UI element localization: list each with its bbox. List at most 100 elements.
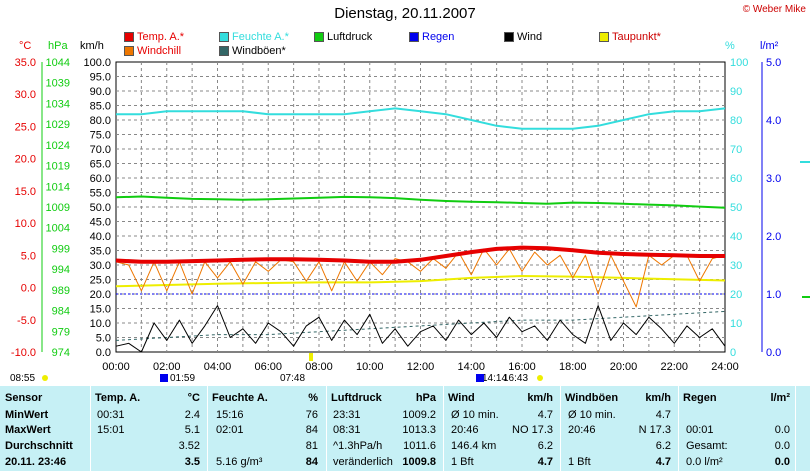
humidity-tick-label: 50 — [730, 202, 742, 214]
stats-column-divider — [678, 386, 679, 471]
wind-tick-label: 15.0 — [90, 304, 111, 316]
legend-item-gusts: Windböen* — [219, 45, 286, 57]
legend-item-rain: Regen — [409, 31, 454, 43]
stats-column-divider — [326, 386, 327, 471]
stats-cell-label: 5.16 g/m³ — [216, 456, 263, 468]
stats-row-label: Durchschnitt — [5, 440, 73, 452]
stats-cell-value: NO 17.3 — [512, 424, 553, 436]
stats-cell-value: 0.0 — [774, 440, 790, 452]
stats-cell-label: 23:31 — [333, 409, 361, 421]
temp-tick-label: 0.0 — [21, 283, 36, 295]
moonrise-time: 07:48 — [280, 373, 305, 384]
stats-cell-value: 4.7 — [537, 456, 553, 468]
stats-cell-value: 0.0 — [774, 424, 790, 436]
stats-cell-label: 1 Bft — [451, 456, 474, 468]
x-tick-label: 18:00 — [559, 361, 587, 373]
wind-tick-label: 45.0 — [90, 217, 111, 229]
wind-tick-label: 70.0 — [90, 144, 111, 156]
legend-swatch — [504, 32, 514, 42]
stats-cell-value: 81 — [305, 440, 318, 452]
stats-column-divider — [443, 386, 444, 471]
stats-cell-value: 4.7 — [537, 409, 553, 421]
legend-swatch — [314, 32, 324, 42]
legend-swatch — [124, 46, 134, 56]
humidity-tick-label: 70 — [730, 144, 742, 156]
stats-header: Wind — [448, 392, 475, 404]
wind-tick-label: 100.0 — [83, 57, 111, 69]
stats-cell-value: 76 — [305, 409, 318, 421]
wind-tick-label: 25.0 — [90, 275, 111, 287]
series-line-temp-a — [115, 245, 725, 264]
rain-tick-label: 1.0 — [766, 289, 781, 301]
stats-header: km/h — [645, 392, 671, 404]
stats-cell-value: 3.5 — [184, 456, 200, 468]
stats-column-divider — [90, 386, 91, 471]
stats-cell-label: 146.4 km — [451, 440, 497, 452]
stats-cell-label: 0.0 l/m² — [686, 456, 723, 468]
rain-tick-label: 3.0 — [766, 173, 781, 185]
pressure-tick-label: 1044 — [46, 57, 70, 69]
wind-tick-label: 65.0 — [90, 159, 111, 171]
stats-header: Regen — [683, 392, 717, 404]
humidity-tick-label: 30 — [730, 260, 742, 272]
series-line-windchill — [115, 248, 726, 308]
legend-swatch — [124, 32, 134, 42]
pressure-tick-label: 1004 — [46, 223, 70, 235]
temp-tick-label: 5.0 — [21, 250, 36, 262]
stats-header: Luftdruck — [331, 392, 382, 404]
stats-cell-label: 00:31 — [97, 409, 125, 421]
wind-tick-label: 10.0 — [90, 318, 111, 330]
stats-cell-value: 6.2 — [655, 440, 671, 452]
pressure-tick-label: 1029 — [46, 119, 70, 131]
stats-header: Windböen — [565, 392, 619, 404]
stats-cell-label: Ø 10 min. — [451, 409, 499, 421]
humidity-tick-label: 80 — [730, 115, 742, 127]
stats-cell-label: 02:01 — [216, 424, 244, 436]
stats-header: l/m² — [770, 392, 790, 404]
stats-cell-label: 20:46 — [568, 424, 596, 436]
temp-tick-label: 30.0 — [15, 89, 36, 101]
stats-cell-value: 4.7 — [655, 409, 671, 421]
legend-item-humidity: Feuchte A.* — [219, 31, 289, 43]
moon-phase-icon — [476, 374, 484, 382]
pressure-tick-label: 974 — [52, 347, 70, 359]
stats-cell-value: 4.7 — [655, 456, 671, 468]
stats-cell-value: 6.2 — [537, 440, 553, 452]
temp-tick-label: -5.0 — [17, 315, 36, 327]
stats-header: Feuchte A. — [212, 392, 268, 404]
temp-tick-label: 15.0 — [15, 186, 36, 198]
sunrise-time: 08:55 — [10, 373, 35, 384]
stats-column-divider — [795, 386, 796, 471]
x-tick-label: 20:00 — [610, 361, 638, 373]
event-time: 14:14 — [482, 373, 507, 384]
stats-cell-value: 0.0 — [774, 456, 790, 468]
sunset-time: 16:43 — [503, 373, 528, 384]
wind-tick-label: 20.0 — [90, 289, 111, 301]
stats-cell-label: 15:16 — [216, 409, 244, 421]
wind-tick-label: 40.0 — [90, 231, 111, 243]
humidity-tick-label: 0 — [730, 347, 736, 359]
legend-item-windchill: Windchill — [124, 45, 181, 57]
stats-panel — [0, 386, 810, 471]
legend-item-dewpoint: Taupunkt* — [599, 31, 661, 43]
wind-tick-label: 95.0 — [90, 72, 111, 84]
temp-tick-label: 25.0 — [15, 121, 36, 133]
humidity-tick-label: 20 — [730, 289, 742, 301]
copyright: © Weber Mike — [742, 4, 806, 15]
unit-pressure: hPa — [48, 40, 68, 52]
stats-row-label: MinWert — [5, 409, 49, 421]
stats-header: % — [308, 392, 318, 404]
series-line-taupunkt — [115, 275, 726, 288]
unit-temp: °C — [19, 40, 32, 52]
stats-cell-value: 2.4 — [184, 409, 200, 421]
humidity-tick-label: 40 — [730, 231, 742, 243]
legend-label: Windchill — [137, 45, 182, 57]
pressure-tick-label: 979 — [52, 326, 70, 338]
humidity-tick-label: 90 — [730, 86, 742, 98]
rain-tick-label: 2.0 — [766, 231, 781, 243]
legend-swatch — [219, 46, 229, 56]
stats-cell-label: veränderlich — [333, 456, 393, 468]
temp-tick-label: 20.0 — [15, 154, 36, 166]
legend: Temp. A.* Feuchte A.* Luftdruck Regen Wi… — [0, 31, 810, 59]
